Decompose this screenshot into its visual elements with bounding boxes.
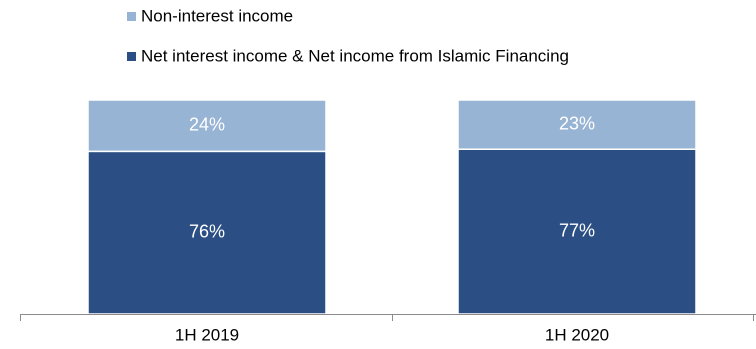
x-axis: 1H 2019 1H 2020 [20, 314, 756, 344]
legend-label-net-interest-income: Net interest income & Net income from Is… [141, 46, 569, 65]
plot-area: 76% 24% 77% 23% [87, 99, 697, 315]
bar-segment-1h-2019-non-interest [87, 99, 327, 153]
bar-segment-1h-2019-net-interest [87, 150, 327, 315]
data-label-1h-2019-net-interest: 76% [189, 221, 225, 241]
legend-swatch-net-interest-income [127, 52, 136, 61]
x-tick-label-1h-2020: 1H 2020 [545, 325, 609, 344]
x-tick-label-1h-2019: 1H 2019 [175, 325, 239, 344]
legend-label-non-interest-income: Non-interest income [141, 6, 293, 25]
data-label-1h-2020-net-interest: 77% [559, 220, 595, 240]
legend-swatch-non-interest-income [127, 12, 136, 21]
data-label-1h-2020-non-interest: 23% [559, 113, 595, 133]
legend: Non-interest income Net interest income … [127, 6, 569, 65]
data-label-1h-2019-non-interest: 24% [189, 114, 225, 134]
bar-segment-1h-2020-non-interest [457, 99, 697, 150]
